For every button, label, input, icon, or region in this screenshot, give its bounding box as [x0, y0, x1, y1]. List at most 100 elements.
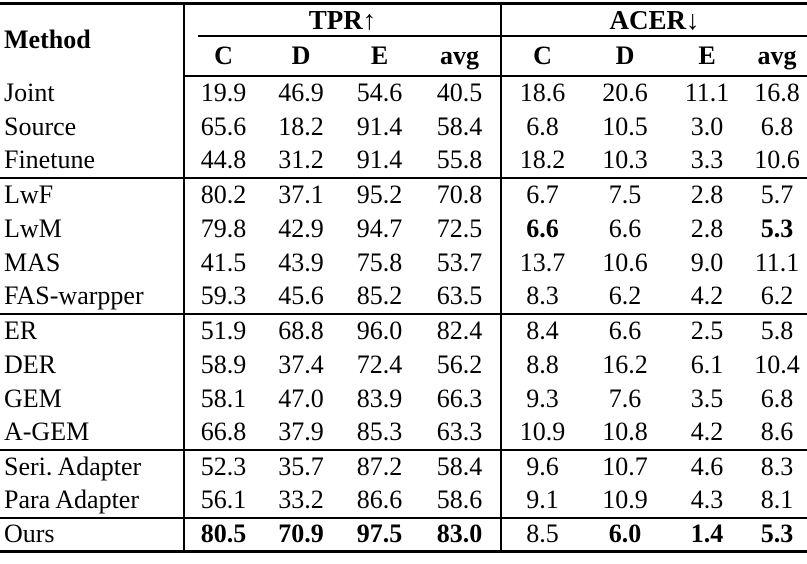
group-header-row: Method TPR↑ ACER↓ [0, 3, 807, 54]
tpr-e-cell: 85.3 [356, 417, 403, 446]
acer-d-cell: 10.3 [602, 145, 648, 174]
tpr-e-cell: 94.7 [356, 213, 403, 243]
acer-d-cell: 16.2 [602, 349, 648, 379]
acer-avg-cell: 8.3 [760, 452, 794, 481]
tpr-c-cell: 79.8 [183, 211, 262, 246]
tpr-e-cell: 75.8 [356, 247, 403, 277]
tpr-group-header: TPR↑ [183, 3, 501, 37]
tpr-e-cell: 96.0 [356, 316, 403, 345]
acer-c-cell: 9.1 [500, 483, 583, 518]
tpr-d-cell: 47.0 [278, 383, 324, 413]
table-row: GEM 58.1 47.0 83.9 66.3 9.3 7.6 3.5 6.8 [0, 381, 807, 416]
table-row: Para Adapter 56.1 33.2 86.6 58.6 9.1 10.9 4.3 8.… [0, 483, 807, 518]
acer-c-cell: 6.8 [500, 109, 583, 144]
acer-d-cell: 10.7 [602, 452, 648, 481]
tpr-e-cell: 91.4 [356, 111, 403, 141]
tpr-e-cell: 54.6 [356, 78, 403, 107]
tpr-avg-cell: 58.4 [436, 452, 483, 481]
method-cell: GEM [4, 383, 62, 413]
subcolumn-header-row: C D E avg C D E avg [0, 36, 807, 77]
tpr-avg-cell: 55.8 [436, 145, 483, 174]
method-cell: A-GEM [4, 417, 90, 446]
acer-c-cell: 8.8 [500, 347, 583, 382]
col-header-tpr-e: E [340, 36, 419, 77]
tpr-e-cell: 83.9 [356, 383, 403, 413]
tpr-avg-cell: 40.5 [436, 78, 483, 107]
acer-d-cell: 10.6 [602, 247, 648, 277]
method-cell: FAS-warpper [4, 281, 144, 310]
acer-c-cell: 8.3 [500, 279, 583, 314]
tpr-d-cell: 31.2 [278, 145, 324, 174]
acer-e-cell: 3.3 [690, 145, 724, 174]
col-header-acer-avg: avg [747, 36, 807, 77]
acer-avg-cell: 8.6 [760, 417, 794, 446]
tpr-d-cell: 37.4 [278, 349, 324, 379]
acer-c-cell: 18.2 [500, 143, 583, 178]
tpr-avg-cell: 66.3 [436, 383, 483, 413]
acer-e-cell: 11.1 [684, 78, 730, 107]
row-group: ER 51.9 68.8 96.0 82.4 8.4 6.6 2.5 5.8 DER 58.9 37.… [0, 313, 807, 450]
method-cell: DER [4, 349, 56, 379]
acer-avg-cell: 5.3 [760, 213, 794, 243]
table-row: MAS 41.5 43.9 75.8 53.7 13.7 10.6 9.0 11.1 [0, 245, 807, 280]
tpr-c-cell: 80.5 [183, 517, 262, 552]
acer-d-cell: 10.8 [602, 417, 648, 446]
tpr-c-cell: 59.3 [183, 279, 262, 314]
acer-e-cell: 6.1 [690, 349, 724, 379]
table-row: Source 65.6 18.2 91.4 58.4 6.8 10.5 3.0 6.8 [0, 109, 807, 144]
method-cell: Joint [4, 77, 55, 107]
acer-c-cell: 9.3 [500, 381, 583, 416]
row-group: LwF 80.2 37.1 95.2 70.8 6.7 7.5 2.8 5.7 LwM 79.8 42… [0, 177, 807, 314]
method-cell: Source [4, 111, 77, 141]
tpr-avg-cell: 83.0 [436, 519, 483, 549]
table-row: DER 58.9 37.4 72.4 56.2 8.8 16.2 6.1 10.4 [0, 347, 807, 382]
col-header-tpr-d: D [262, 36, 340, 77]
acer-e-cell: 2.5 [690, 316, 724, 345]
acer-avg-cell: 5.8 [760, 316, 794, 345]
col-header-acer-e: E [667, 36, 747, 77]
tpr-avg-cell: 82.4 [436, 316, 483, 345]
acer-e-cell: 2.8 [690, 180, 724, 209]
col-header-tpr-c: C [183, 36, 262, 77]
method-cell: Ours [4, 519, 55, 549]
tpr-e-cell: 97.5 [356, 519, 403, 549]
row-group: Joint 19.9 46.9 54.6 40.5 18.6 20.6 11.1 16.8 Sou… [0, 75, 807, 178]
acer-c-cell: 9.6 [500, 449, 583, 484]
acer-avg-cell: 6.8 [760, 383, 794, 413]
acer-c-cell: 18.6 [500, 75, 583, 110]
acer-c-cell: 6.6 [500, 211, 583, 246]
table-row: LwM 79.8 42.9 94.7 72.5 6.6 6.6 2.8 5.3 [0, 211, 807, 246]
acer-avg-cell: 8.1 [760, 485, 794, 514]
tpr-c-cell: 58.1 [183, 381, 262, 416]
acer-d-cell: 6.0 [608, 519, 642, 549]
tpr-c-cell: 52.3 [183, 449, 262, 484]
tpr-avg-cell: 72.5 [436, 213, 483, 243]
acer-avg-cell: 10.4 [754, 349, 800, 379]
table-row: Seri. Adapter 52.3 35.7 87.2 58.4 9.6 10.7 4.6 8… [0, 449, 807, 484]
tpr-e-cell: 72.4 [356, 349, 403, 379]
acer-e-cell: 9.0 [690, 247, 724, 277]
tpr-c-cell: 66.8 [183, 415, 262, 450]
acer-d-cell: 7.5 [608, 180, 642, 209]
acer-d-cell: 6.6 [608, 316, 642, 345]
acer-e-cell: 4.6 [690, 452, 724, 481]
tpr-d-cell: 46.9 [278, 78, 324, 107]
tpr-avg-cell: 63.3 [436, 417, 483, 446]
tpr-c-cell: 51.9 [183, 313, 262, 348]
acer-e-cell: 2.8 [690, 213, 724, 243]
method-column-header: Method [4, 25, 91, 55]
acer-c-cell: 8.4 [500, 313, 583, 348]
acer-avg-cell: 16.8 [754, 78, 800, 107]
acer-e-cell: 4.2 [690, 417, 724, 446]
acer-avg-cell: 10.6 [754, 145, 800, 174]
tpr-avg-cell: 53.7 [436, 247, 483, 277]
tpr-d-cell: 18.2 [278, 111, 324, 141]
tpr-d-cell: 45.6 [278, 281, 324, 310]
method-cell: LwF [4, 180, 54, 209]
table-row: Ours 80.5 70.9 97.5 83.0 8.5 6.0 1.4 5.3 [0, 517, 807, 552]
acer-c-cell: 10.9 [500, 415, 583, 450]
acer-d-cell: 10.5 [602, 111, 648, 141]
tpr-avg-cell: 58.4 [436, 111, 483, 141]
acer-d-cell: 20.6 [602, 78, 648, 107]
acer-c-cell: 13.7 [500, 245, 583, 280]
